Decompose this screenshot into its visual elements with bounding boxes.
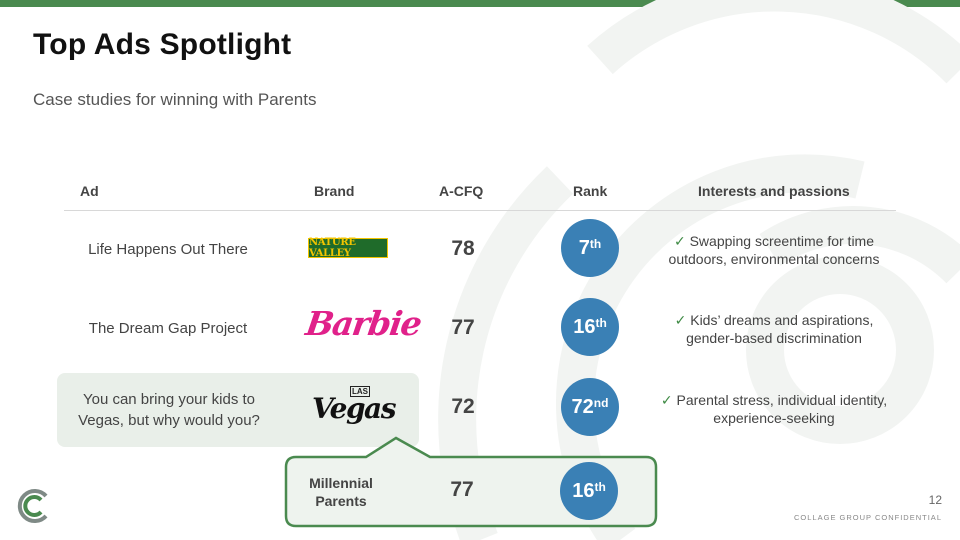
barbie-logo: Barbie	[303, 304, 424, 343]
check-icon: ✓	[674, 312, 687, 328]
ad-name-row-1: Life Happens Out There	[88, 241, 248, 258]
confidential-label: COLLAGE GROUP CONFIDENTIAL	[794, 513, 942, 522]
row-highlight	[57, 373, 419, 447]
header-brand: Brand	[314, 183, 355, 199]
nature-valley-logo: NATURE VALLEY	[308, 237, 388, 259]
check-icon: ✓	[673, 233, 686, 249]
check-icon: ✓	[660, 392, 673, 408]
cfq-row-2: 77	[451, 316, 475, 339]
page-title: Top Ads Spotlight	[33, 28, 292, 61]
header-acfq: A-CFQ	[439, 183, 484, 199]
ad-name-row-3: You can bring your kids to Vegas, but wh…	[78, 391, 260, 429]
interests-row-3: ✓ Parental stress, individual identity, …	[660, 392, 888, 426]
collage-group-logo-icon	[17, 489, 48, 523]
vegas-logo: LAS Vegas	[312, 386, 396, 425]
header-ad: Ad	[80, 183, 99, 199]
page-subtitle: Case studies for winning with Parents	[33, 90, 317, 109]
header-divider	[64, 210, 896, 211]
page-number: 12	[928, 493, 942, 507]
cfq-row-1: 78	[451, 237, 475, 260]
callout-cfq: 77	[450, 478, 474, 501]
interests-row-2: ✓ Kids’ dreams and aspirations, gender-b…	[674, 312, 874, 346]
header-rank: Rank	[573, 183, 608, 199]
header-interests: Interests and passions	[698, 183, 850, 199]
callout-label: Millennial Parents	[309, 475, 373, 509]
top-accent-bar	[0, 0, 960, 7]
interests-row-1: ✓ Swapping screentime for time outdoors,…	[668, 233, 880, 267]
ad-name-row-2: The Dream Gap Project	[88, 320, 248, 337]
cfq-row-3: 72	[451, 395, 475, 418]
